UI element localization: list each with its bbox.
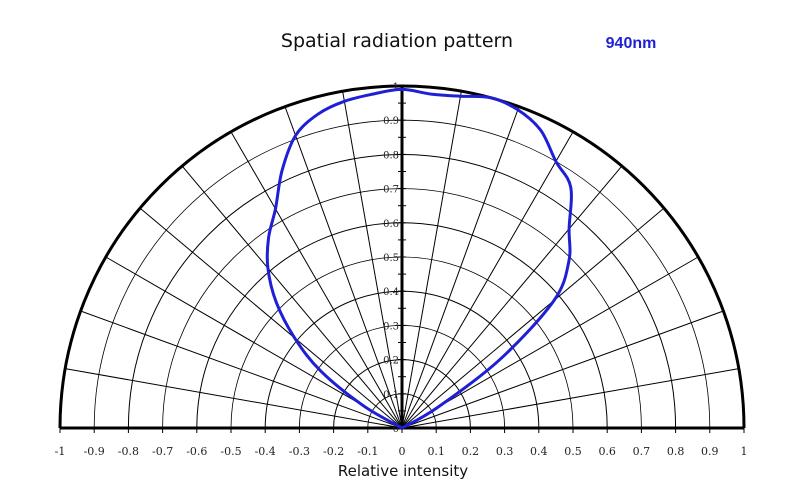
- x-tick-label: 0.5: [564, 445, 582, 458]
- angle-spoke: [342, 91, 403, 429]
- radial-tick-labels: 0 0.1 0.2 0.3 0.4 0.5 0.6 0.7 0.8 0.9 1: [383, 82, 399, 435]
- series-layer: [265, 87, 573, 430]
- x-tick-label: 1: [741, 445, 748, 458]
- angle-spoke: [80, 310, 403, 429]
- x-tick-label: -0.6: [186, 445, 207, 458]
- x-tick-label: -1: [55, 445, 66, 458]
- radial-tick-label: 0.6: [383, 219, 399, 230]
- angle-spoke: [65, 368, 403, 429]
- radial-tick-label: 0.8: [383, 150, 399, 161]
- angle-spoke: [401, 310, 724, 429]
- x-tick-label: 0.7: [633, 445, 651, 458]
- angle-spoke: [139, 207, 403, 429]
- x-tick-label: 0.2: [462, 445, 480, 458]
- series-line-940nm: [265, 87, 573, 430]
- x-tick-label: 0.1: [427, 445, 445, 458]
- angle-spoke: [181, 165, 403, 429]
- radial-tick-label: 0: [393, 424, 399, 435]
- angle-spoke: [401, 207, 665, 429]
- angle-spoke: [230, 131, 403, 429]
- angle-spoke: [401, 131, 574, 429]
- x-tick-label: -0.9: [84, 445, 105, 458]
- x-tick-label: 0.8: [667, 445, 685, 458]
- wavelength-label: 940nm: [606, 35, 657, 52]
- radial-tick-label: 0.1: [383, 390, 399, 401]
- angle-spoke: [401, 165, 623, 429]
- radial-tick-label: 0.3: [383, 321, 399, 332]
- x-tick-label: 0: [399, 445, 406, 458]
- x-tick-label: -0.1: [357, 445, 378, 458]
- x-tick-label: -0.3: [289, 445, 310, 458]
- chart-title: Spatial radiation pattern: [281, 30, 513, 52]
- angle-spoke: [401, 368, 739, 429]
- x-axis-label: Relative intensity: [338, 462, 468, 480]
- radial-tick-label: 1: [393, 82, 399, 93]
- x-tick-label: 0.3: [496, 445, 514, 458]
- radial-tick-label: 0.7: [383, 185, 399, 196]
- x-tick-label: -0.4: [255, 445, 276, 458]
- polar-grid: [58, 84, 746, 433]
- angle-spoke: [284, 106, 403, 429]
- x-tick-label: -0.7: [152, 445, 173, 458]
- radial-tick-label: 0.9: [383, 116, 399, 127]
- angle-spoke: [401, 106, 520, 429]
- x-tick-label: 0.9: [701, 445, 719, 458]
- x-tick-label: -0.5: [220, 445, 241, 458]
- x-tick-label: 0.6: [598, 445, 616, 458]
- x-tick-label: -0.8: [118, 445, 139, 458]
- radial-tick-label: 0.5: [383, 253, 399, 264]
- radial-tick-label: 0.4: [383, 287, 399, 298]
- x-tick-labels: -1 -0.9 -0.8 -0.7 -0.6 -0.5 -0.4 -0.3 -0.2 -0.1 0 0…: [55, 445, 748, 458]
- x-tick-label: -0.2: [323, 445, 344, 458]
- angle-spoke: [401, 91, 462, 429]
- x-tick-label: 0.4: [530, 445, 548, 458]
- radial-tick-label: 0.2: [383, 356, 399, 367]
